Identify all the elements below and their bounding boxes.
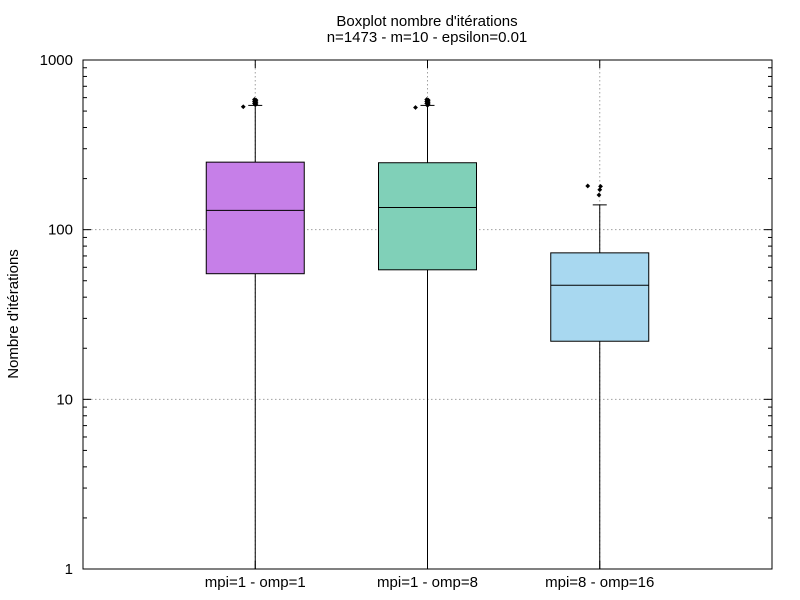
box-layer [205,97,650,569]
y-tick-label: 1 [65,561,73,578]
chart-title: Boxplot nombre d'itérations [336,13,517,30]
outlier-point [585,183,591,189]
box-group [550,183,650,569]
y-tick-label: 10 [56,391,73,408]
outlier-point [424,97,430,102]
outlier-point [252,97,257,102]
outlier-point [240,104,246,110]
box [205,161,305,275]
box [550,252,650,342]
box [378,162,477,271]
box-group [205,97,305,569]
axis-layer: 1 10 100 1000 mpi=1 - omp=1 mpi=1 - omp=8 mpi=… [40,52,772,591]
x-tick-label: mpi=1 - omp=1 [205,574,306,591]
y-tick-label: 100 [48,222,73,239]
x-tick-label: mpi=1 - omp=8 [377,574,478,591]
outlier-point [596,192,602,198]
y-axis-label: Nombre d'itérations [5,249,22,379]
outlier-point [413,105,418,110]
x-tick-label: mpi=8 - omp=16 [545,574,654,591]
y-tick-label: 1000 [40,52,73,69]
outlier-point [598,183,603,189]
chart-subtitle: n=1473 - m=10 - epsilon=0.01 [327,29,528,46]
box-group [378,97,477,569]
outlier-point [597,187,603,193]
